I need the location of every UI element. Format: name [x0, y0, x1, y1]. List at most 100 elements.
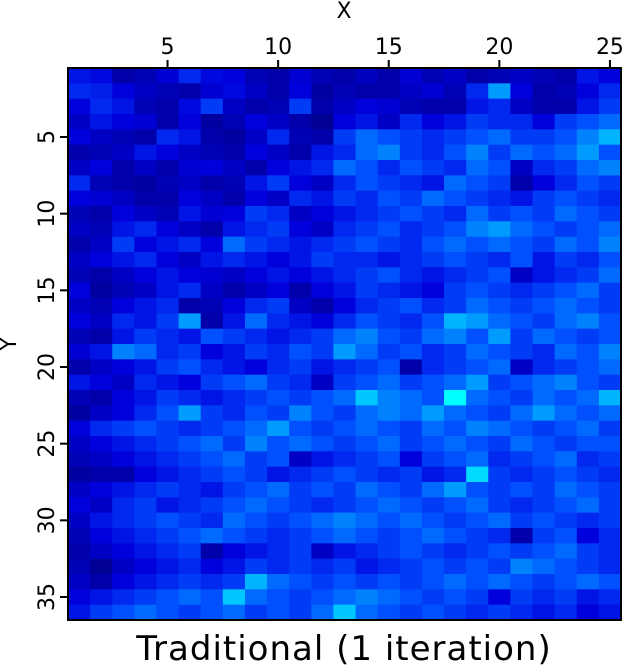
heatmap-cell [355, 589, 379, 606]
heatmap-cell [598, 175, 622, 192]
heatmap-cell [355, 129, 379, 146]
heatmap-cell [68, 589, 91, 606]
heatmap-cell [289, 528, 312, 544]
heatmap-cell [267, 114, 290, 130]
heatmap-cell [576, 114, 600, 130]
heatmap-cell [289, 114, 312, 130]
heatmap-cell [377, 436, 401, 452]
heatmap-cell [510, 252, 534, 268]
heatmap-cell [68, 328, 91, 345]
heatmap-cell [355, 282, 379, 299]
heatmap-cell [598, 160, 622, 176]
heatmap-cell [532, 512, 556, 529]
y-axis-label: Y [0, 337, 22, 352]
heatmap-cell [267, 528, 290, 544]
heatmap-cell [532, 282, 556, 299]
heatmap-cell [244, 390, 268, 406]
heatmap-cell [90, 252, 113, 268]
heatmap-cell [311, 589, 335, 606]
heatmap-cell [377, 589, 401, 606]
heatmap-cell [90, 420, 113, 437]
heatmap-cell [532, 466, 556, 483]
heatmap-cell [134, 359, 158, 376]
heatmap-cell [244, 282, 268, 299]
heatmap-cell [598, 451, 622, 468]
heatmap-cell [112, 436, 135, 452]
heatmap-cell [488, 344, 511, 360]
heatmap-cell [576, 497, 600, 514]
heatmap-cell [399, 558, 423, 575]
heatmap-cell [333, 589, 357, 606]
heatmap-cell [466, 589, 489, 606]
heatmap-cell [444, 144, 467, 161]
heatmap-cell [90, 298, 113, 314]
heatmap-cell [377, 574, 401, 590]
heatmap-cell [598, 144, 622, 161]
heatmap-cell [68, 558, 91, 575]
heatmap-cell [510, 390, 534, 406]
heatmap-cell [554, 512, 578, 529]
heatmap-cell [399, 390, 423, 406]
heatmap-cell [311, 512, 335, 529]
heatmap-cell [267, 252, 290, 268]
heatmap-cell [466, 390, 489, 406]
heatmap-cell [399, 543, 423, 560]
heatmap-cell [333, 436, 357, 452]
heatmap-cell [244, 604, 268, 621]
heatmap-cell [466, 252, 489, 268]
heatmap-cell [222, 313, 246, 330]
heatmap-cell [510, 589, 534, 606]
heatmap-cell [156, 589, 180, 606]
heatmap-cell [444, 528, 467, 544]
heatmap-cell [90, 98, 113, 115]
heatmap-cell [333, 574, 357, 590]
heatmap-cell [68, 313, 91, 330]
heatmap-cell [311, 206, 335, 222]
heatmap-cell [178, 98, 202, 115]
heatmap-cell [134, 267, 158, 284]
heatmap-cell [222, 451, 246, 468]
heatmap-cell [311, 604, 335, 621]
heatmap-cell [598, 589, 622, 606]
heatmap-cell [333, 497, 357, 514]
heatmap-cell [444, 236, 467, 253]
y-tick-label: 20 [35, 353, 60, 381]
heatmap-cell [355, 512, 379, 529]
heatmap-cell [244, 236, 268, 253]
heatmap-cell [222, 221, 246, 238]
heatmap-cell [598, 129, 622, 146]
heatmap-cell [598, 405, 622, 422]
heatmap-cell [222, 328, 246, 345]
heatmap-cell [90, 236, 113, 253]
heatmap-cell [156, 574, 180, 590]
heatmap-cell [333, 267, 357, 284]
heatmap-cell [333, 190, 357, 207]
heatmap-cell [399, 328, 423, 345]
heatmap-cell [554, 313, 578, 330]
heatmap-cell [289, 359, 312, 376]
heatmap-cell [554, 298, 578, 314]
heatmap-cell [377, 558, 401, 575]
heatmap-cell [289, 252, 312, 268]
heatmap-cell [267, 313, 290, 330]
heatmap-cell [134, 68, 158, 84]
heatmap-cell [311, 129, 335, 146]
heatmap-cell [444, 543, 467, 560]
heatmap-cell [222, 282, 246, 299]
heatmap-cell [532, 344, 556, 360]
heatmap-cell [244, 436, 268, 452]
heatmap-cell [178, 175, 202, 192]
heatmap-cell [598, 98, 622, 115]
heatmap-cell [68, 68, 91, 84]
heatmap-cell [576, 236, 600, 253]
heatmap-cell [488, 267, 511, 284]
heatmap-cell [488, 436, 511, 452]
heatmap-cell [289, 160, 312, 176]
heatmap-cell [90, 313, 113, 330]
heatmap-cell [444, 328, 467, 345]
heatmap-cell [289, 390, 312, 406]
heatmap-cell [112, 313, 135, 330]
heatmap-cell [90, 558, 113, 575]
heatmap-cell [444, 98, 467, 115]
heatmap-cell [488, 374, 511, 391]
